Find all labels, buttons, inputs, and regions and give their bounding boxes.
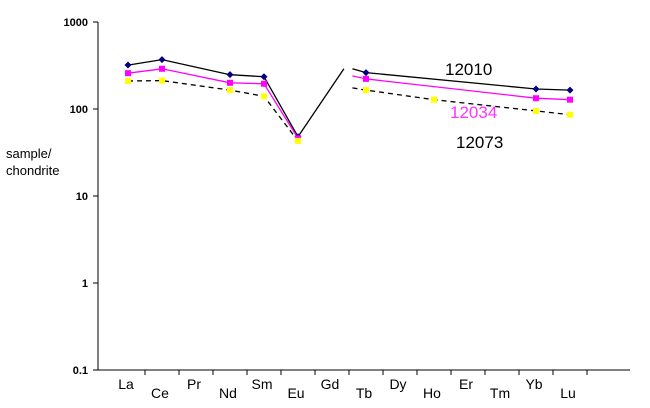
x-tick-label: Yb: [525, 376, 542, 392]
data-point-marker: [533, 107, 539, 114]
x-tick-label: Ce: [151, 385, 169, 401]
series-line: [127, 79, 299, 142]
data-point-marker: [159, 77, 165, 84]
data-point-marker: [158, 56, 166, 64]
x-tick-label: La: [118, 376, 134, 392]
data-point-marker: [362, 69, 370, 77]
data-point-marker: [363, 75, 369, 82]
data-point-marker: [363, 87, 369, 94]
y-tick-label: 100: [70, 104, 88, 116]
data-point-marker: [260, 73, 268, 81]
data-point-marker: [295, 137, 301, 144]
data-point-marker: [125, 70, 131, 77]
x-tick-label: Tm: [490, 385, 510, 401]
data-point-marker: [533, 95, 539, 102]
series-line: [352, 68, 571, 91]
y-tick-label: 1: [82, 278, 88, 290]
data-point-marker: [532, 85, 540, 93]
x-tick-label: Dy: [389, 376, 406, 392]
y-tick-labels: 0.1 1 10 100 1000: [64, 17, 88, 377]
data-point-marker: [227, 87, 233, 94]
series-label: 12073: [456, 133, 503, 152]
y-tick-label: 10: [76, 191, 88, 203]
data-point-marker: [226, 71, 234, 79]
series-markers: [124, 56, 574, 144]
data-point-marker: [125, 77, 131, 84]
x-tick-label: Tb: [356, 385, 373, 401]
data-point-marker: [431, 96, 437, 103]
y-axis-label-line: chondrite: [6, 163, 59, 178]
x-tick-label: Sm: [252, 376, 273, 392]
x-tick-label: Gd: [321, 376, 340, 392]
y-tick-label: 1000: [64, 17, 88, 29]
x-tick-label: Nd: [219, 385, 237, 401]
series-line: [352, 75, 571, 101]
y-axis-label-line: sample/: [6, 146, 52, 161]
axes: [93, 21, 630, 375]
y-tick-label: 0.1: [73, 365, 88, 377]
x-tick-label: Eu: [287, 385, 304, 401]
series-label: 12034: [450, 103, 497, 122]
data-point-marker: [261, 80, 267, 87]
series-line-segment: [297, 68, 345, 138]
x-tick-label: Ho: [423, 385, 441, 401]
series-lines: [127, 58, 571, 142]
x-tick-label: Lu: [560, 385, 576, 401]
series-label: 12010: [445, 60, 492, 79]
data-point-marker: [567, 111, 573, 118]
y-axis-label: sample/chondrite: [6, 146, 59, 178]
x-tick-label: Er: [459, 376, 473, 392]
data-point-marker: [566, 86, 574, 94]
data-point-marker: [227, 79, 233, 86]
data-point-marker: [124, 61, 132, 69]
series-line: [127, 68, 299, 139]
data-point-marker: [261, 93, 267, 100]
x-tick-label: Pr: [187, 376, 201, 392]
series-labels: 12010 12034 12073: [445, 60, 503, 152]
data-point-marker: [159, 65, 165, 72]
data-point-marker: [567, 96, 573, 103]
x-tick-labels: La Ce Pr Nd Sm Eu Gd Tb Dy Ho Er Tm Yb Lu: [118, 376, 576, 401]
